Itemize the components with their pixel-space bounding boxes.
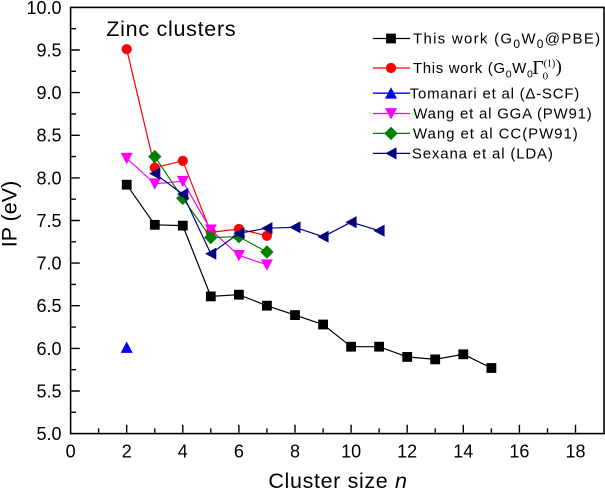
svg-text:This work (G0W0@PBE): This work (G0W0@PBE) [413, 31, 601, 51]
svg-text:2: 2 [122, 441, 132, 461]
svg-text:(1): (1) [544, 58, 556, 69]
svg-text:10: 10 [341, 441, 361, 461]
svg-text:0: 0 [66, 441, 76, 461]
svg-text:14: 14 [453, 441, 473, 461]
svg-text:6.5: 6.5 [36, 296, 61, 316]
svg-text:16: 16 [509, 441, 529, 461]
svg-text:12: 12 [397, 441, 417, 461]
svg-text:Zinc clusters: Zinc clusters [106, 17, 236, 41]
svg-text:IP (eV): IP (eV) [0, 181, 22, 248]
svg-text:Γ: Γ [532, 57, 544, 79]
svg-text:Wang et al GGA (PW91): Wang et al GGA (PW91) [413, 106, 592, 123]
svg-text:This work (G0W0: This work (G0W0 [413, 60, 533, 80]
svg-text:4: 4 [178, 441, 188, 461]
svg-text:7.5: 7.5 [36, 211, 61, 231]
svg-text:9.5: 9.5 [36, 40, 61, 60]
svg-text:8.0: 8.0 [36, 168, 61, 188]
svg-text:Wang et al CC(PW91): Wang et al CC(PW91) [413, 126, 579, 143]
svg-text:0: 0 [543, 70, 549, 82]
svg-text:5.0: 5.0 [36, 424, 61, 444]
svg-text:8.5: 8.5 [36, 126, 61, 146]
svg-text:Tomanari et al (Δ-SCF): Tomanari et al (Δ-SCF) [410, 85, 580, 102]
svg-text:6: 6 [234, 441, 244, 461]
svg-text:6.0: 6.0 [36, 339, 61, 359]
svg-text:Sexana et al (LDA): Sexana et al (LDA) [412, 146, 554, 163]
svg-text:7.0: 7.0 [36, 254, 61, 274]
svg-text:Cluster size n: Cluster size n [268, 469, 407, 493]
svg-text:18: 18 [565, 441, 585, 461]
svg-text:5.5: 5.5 [36, 381, 61, 401]
svg-text:10.0: 10.0 [26, 0, 61, 18]
svg-text:9.0: 9.0 [36, 83, 61, 103]
svg-text:): ) [556, 57, 562, 78]
svg-text:8: 8 [290, 441, 300, 461]
